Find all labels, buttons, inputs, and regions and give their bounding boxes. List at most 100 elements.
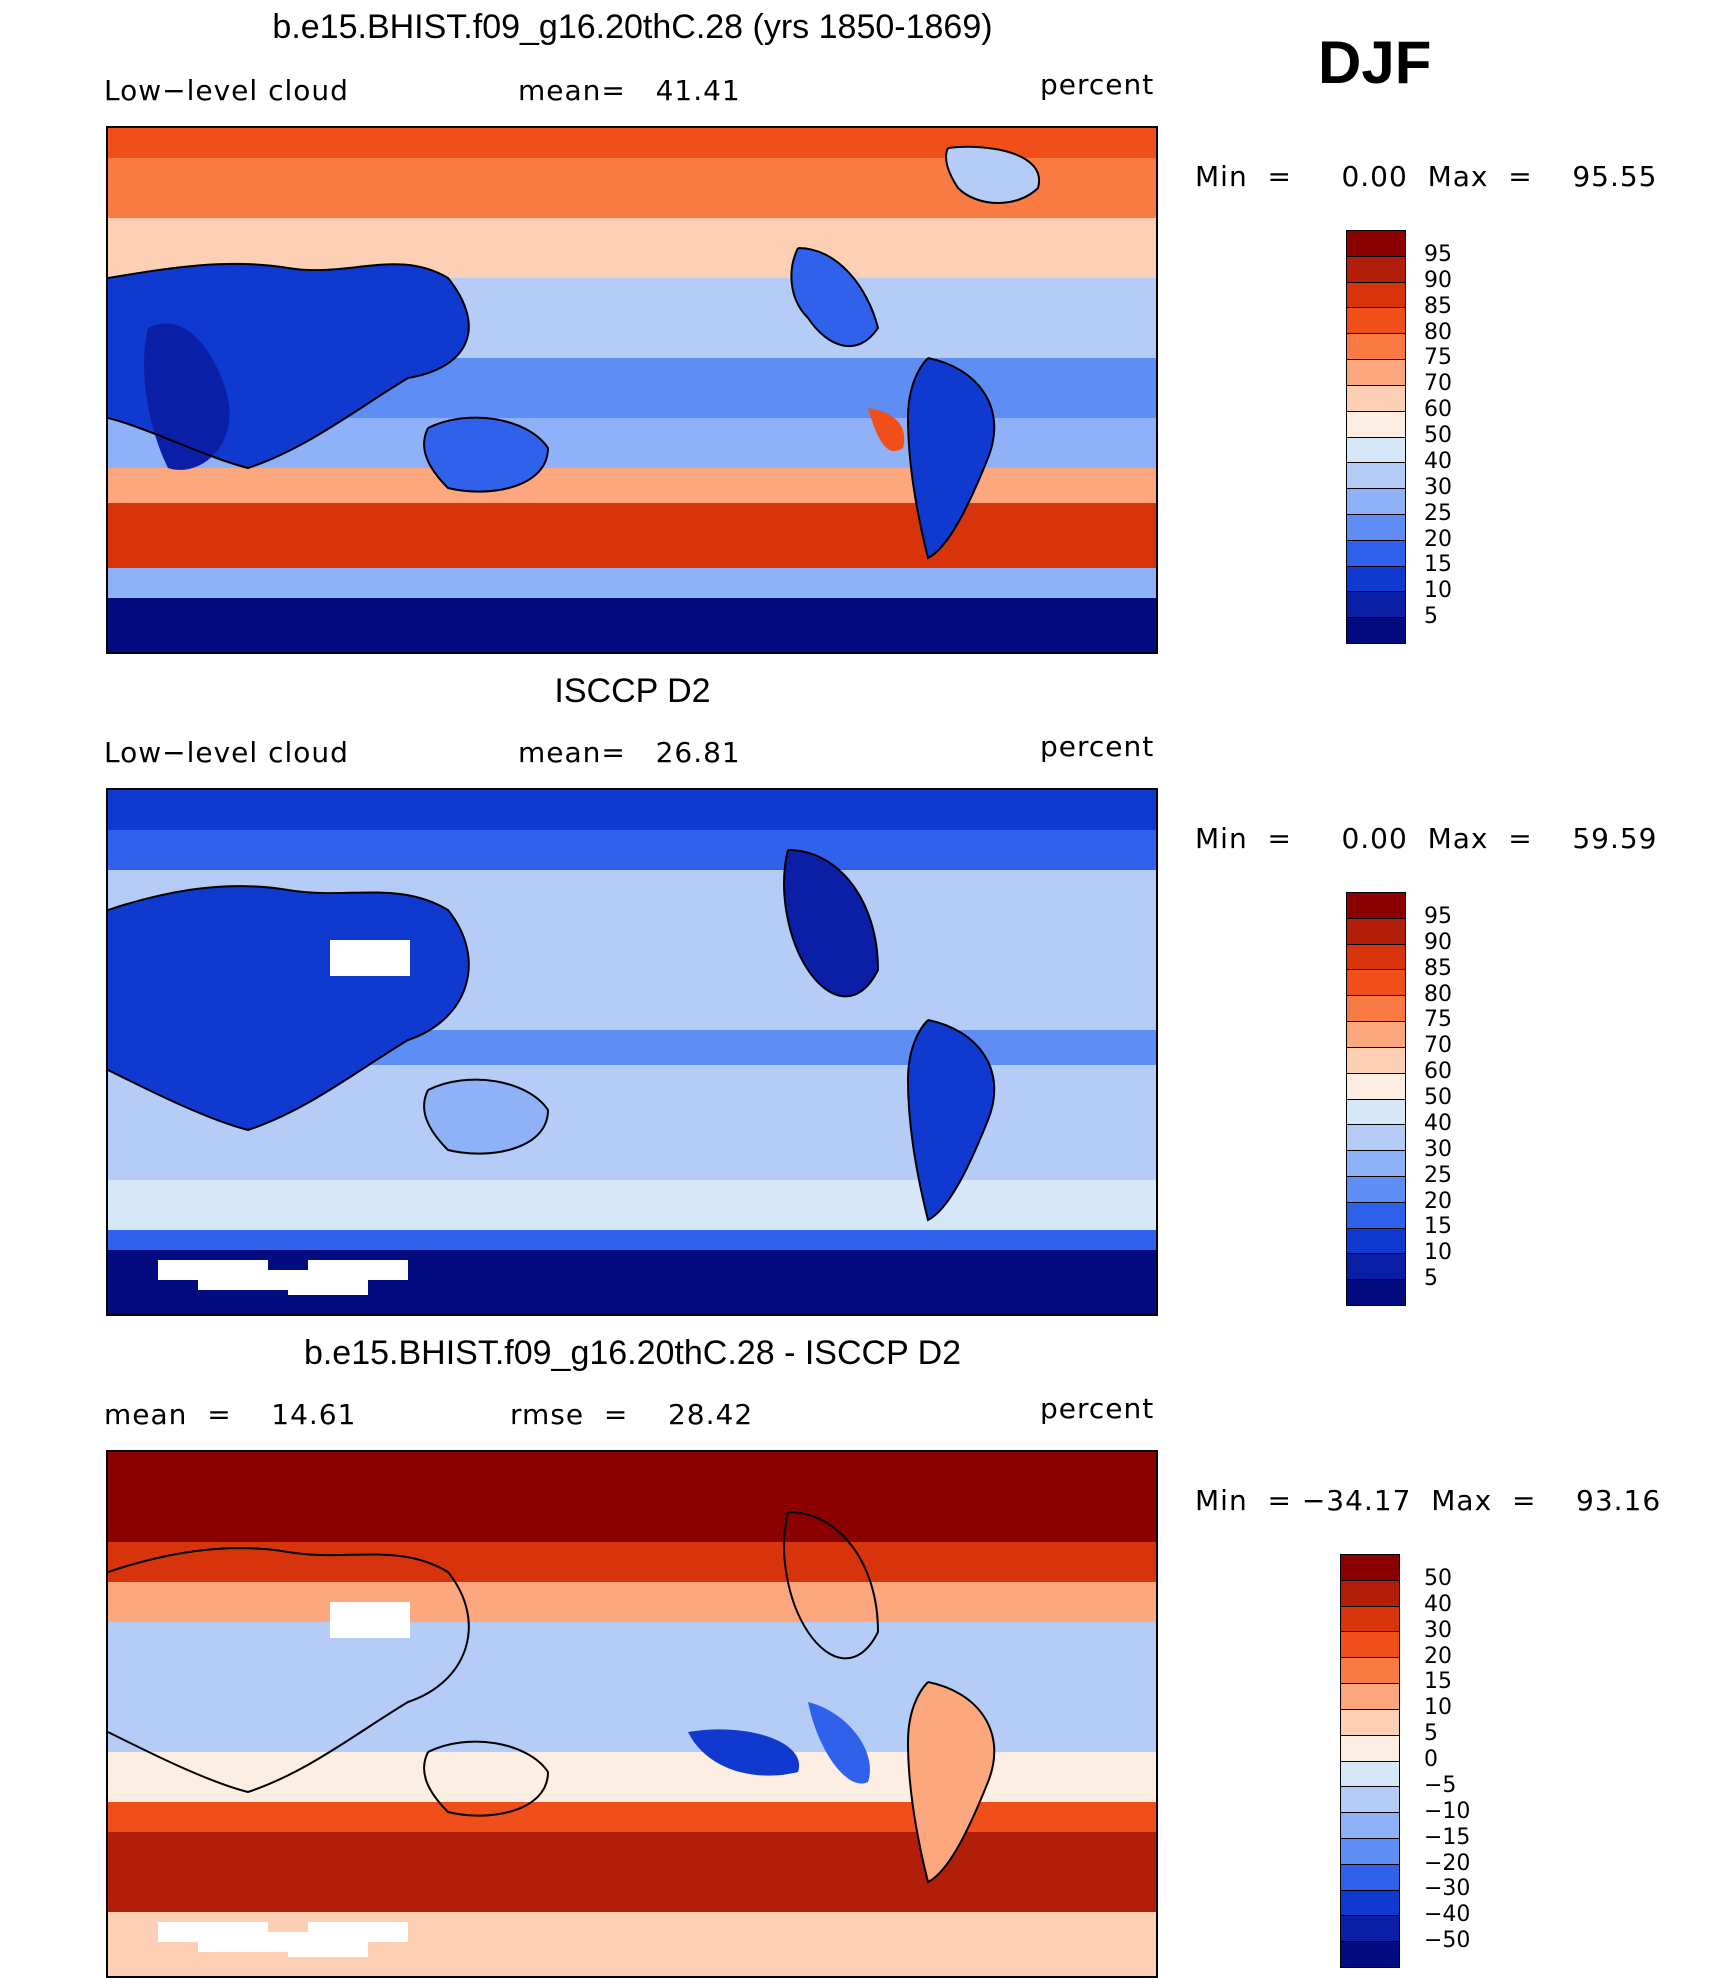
panel-3-midlat-band xyxy=(108,1582,1156,1622)
colorbar-swatch xyxy=(1347,1202,1405,1229)
panel-2-colorbar-ticks: 95 90 85 80 75 70 60 50 40 30 25 20 15 10 5 xyxy=(1424,892,1504,1306)
colorbar-swatch xyxy=(1341,1761,1399,1788)
panel-3-tropic-band xyxy=(108,1622,1156,1752)
colorbar-swatch xyxy=(1341,1658,1399,1685)
colorbar-swatch xyxy=(1347,996,1405,1023)
colorbar-tick-label: 50 xyxy=(1424,1085,1452,1110)
colorbar-swatch xyxy=(1347,1099,1405,1126)
panel-1-map xyxy=(106,126,1158,654)
colorbar-swatch xyxy=(1347,1151,1405,1177)
colorbar-swatch xyxy=(1341,1890,1399,1917)
panel-2-sub-antarctic-band xyxy=(108,1230,1156,1250)
colorbar-swatch xyxy=(1341,1787,1399,1814)
panel-1-colorbar xyxy=(1346,230,1406,644)
panel-1-antarctic-band xyxy=(108,598,1156,652)
colorbar-tick-label: 5 xyxy=(1424,604,1438,630)
colorbar-swatch xyxy=(1347,437,1405,464)
colorbar-swatch xyxy=(1341,1684,1399,1710)
colorbar-swatch xyxy=(1347,360,1405,386)
panel-3-north-band xyxy=(108,1542,1156,1582)
colorbar-swatch xyxy=(1347,1125,1405,1152)
colorbar-tick-label: 5 xyxy=(1424,1266,1438,1292)
panel-1-colorbar-ticks: 95 90 85 80 75 70 60 50 40 30 25 20 15 10 5 xyxy=(1424,230,1504,644)
colorbar-tick-label: 85 xyxy=(1424,293,1452,319)
colorbar-swatch xyxy=(1347,1022,1405,1048)
colorbar-tick-label: 70 xyxy=(1424,371,1452,397)
panel-1-greenland-land xyxy=(946,146,1040,203)
colorbar-swatch xyxy=(1347,1176,1405,1203)
colorbar-tick-label: −5 xyxy=(1424,1772,1457,1798)
colorbar-swatch xyxy=(1347,970,1405,997)
colorbar-tick-label: 15 xyxy=(1424,1669,1452,1695)
colorbar-tick-label: −20 xyxy=(1424,1850,1471,1876)
panel-2-colorbar xyxy=(1346,892,1406,1306)
colorbar-swatch xyxy=(1347,256,1405,283)
colorbar-swatch xyxy=(1347,944,1405,971)
colorbar-swatch xyxy=(1347,1254,1405,1281)
colorbar-tick-label: 30 xyxy=(1424,1617,1452,1643)
colorbar-tick-label: 40 xyxy=(1424,448,1452,474)
panel-1-minmax-label: Min = 0.00 Max = 95.55 xyxy=(1195,160,1658,193)
colorbar-swatch xyxy=(1347,1073,1405,1100)
panel-2-arctic-band xyxy=(108,790,1156,830)
panel-3-southern-ocean-band xyxy=(108,1832,1156,1912)
colorbar-tick-label: −10 xyxy=(1424,1798,1471,1824)
panel-2-map xyxy=(106,788,1158,1316)
panel-2-missing-data-antarctica xyxy=(158,1260,408,1295)
colorbar-swatch xyxy=(1341,1606,1399,1633)
panel-3-colorbar-ticks: 50 40 30 20 15 10 5 0 −5 −10 −15 −20 −30 −40 −50 xyxy=(1424,1554,1504,1968)
colorbar-swatch xyxy=(1347,893,1405,919)
panel-1-south-mid-band xyxy=(108,468,1156,503)
panel-1-sub-antarctic-band xyxy=(108,568,1156,598)
colorbar-swatch xyxy=(1347,334,1405,361)
panel-1-south-america-land xyxy=(908,358,995,558)
panel-2-units-label: percent xyxy=(1040,730,1155,763)
panel-3-map xyxy=(106,1450,1158,1978)
colorbar-swatch xyxy=(1341,1580,1399,1607)
colorbar-tick-label: 50 xyxy=(1424,1565,1452,1591)
colorbar-swatch xyxy=(1347,918,1405,945)
colorbar-swatch xyxy=(1347,463,1405,490)
colorbar-tick-label: 20 xyxy=(1424,1643,1452,1669)
panel-3-peru-negative xyxy=(808,1702,870,1784)
colorbar-swatch xyxy=(1347,514,1405,541)
panel-1-map-svg xyxy=(108,128,1156,652)
colorbar-tick-label: 25 xyxy=(1424,1162,1452,1188)
panel-2-variable-label: Low−level cloud xyxy=(104,736,349,769)
colorbar-swatch xyxy=(1341,1864,1399,1891)
colorbar-swatch xyxy=(1347,540,1405,567)
season-label: DJF xyxy=(1318,29,1432,96)
panel-1-peru-stratocumulus xyxy=(868,408,905,452)
colorbar-swatch xyxy=(1341,1555,1399,1581)
panel-2-map-svg xyxy=(108,790,1156,1314)
panel-3-map-svg xyxy=(108,1452,1156,1976)
colorbar-swatch xyxy=(1341,1838,1399,1865)
panel-1-variable-label: Low−level cloud xyxy=(104,74,349,107)
panel-1-australia-land xyxy=(424,417,548,492)
colorbar-tick-label: 75 xyxy=(1424,345,1452,371)
panel-3-units-label: percent xyxy=(1040,1392,1155,1425)
colorbar-tick-label: 40 xyxy=(1424,1591,1452,1617)
colorbar-tick-label: 80 xyxy=(1424,319,1452,345)
colorbar-swatch xyxy=(1347,308,1405,335)
colorbar-swatch xyxy=(1347,592,1405,619)
panel-3-south-mid-band xyxy=(108,1802,1156,1832)
colorbar-swatch xyxy=(1347,566,1405,593)
colorbar-tick-label: 20 xyxy=(1424,526,1452,552)
panel-1-title: b.e15.BHIST.f09_g16.20thC.28 (yrs 1850-1… xyxy=(272,8,993,46)
panel-3-rmse-label: rmse = 28.42 xyxy=(510,1398,754,1431)
panel-2-south-america-land xyxy=(908,1020,995,1220)
panel-2-missing-data-tibet xyxy=(330,940,410,976)
colorbar-tick-label: 5 xyxy=(1424,1721,1438,1747)
panel-2-minmax-label: Min = 0.00 Max = 59.59 xyxy=(1195,822,1658,855)
colorbar-tick-label: 90 xyxy=(1424,267,1452,293)
colorbar-swatch xyxy=(1341,1709,1399,1736)
panel-2-southern-ocean-band xyxy=(108,1180,1156,1230)
colorbar-tick-label: −40 xyxy=(1424,1902,1471,1928)
colorbar-swatch xyxy=(1347,411,1405,438)
colorbar-swatch xyxy=(1341,1735,1399,1762)
panel-3-coastlines xyxy=(108,1511,996,1884)
colorbar-swatch xyxy=(1347,1228,1405,1255)
colorbar-tick-label: −15 xyxy=(1424,1824,1471,1850)
panel-3-mean-label: mean = 14.61 xyxy=(104,1398,357,1431)
